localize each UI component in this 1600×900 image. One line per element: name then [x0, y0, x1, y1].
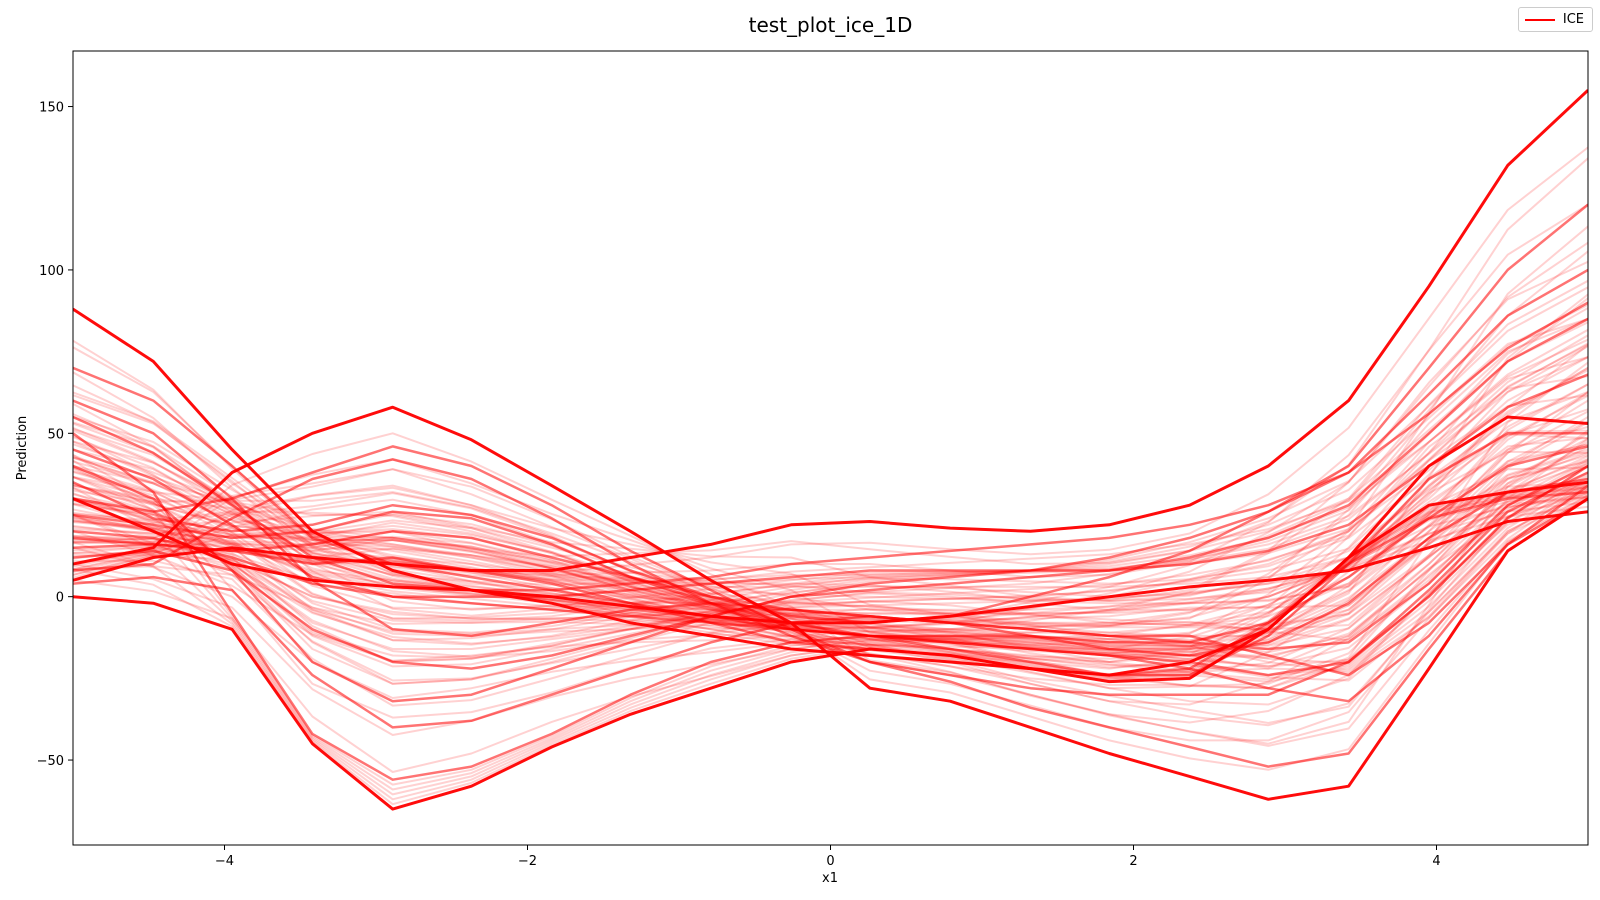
legend: ICE: [1517, 7, 1593, 32]
x-tick-label: 2: [1129, 854, 1137, 869]
ice-line: [73, 89, 1588, 582]
ice-line: [73, 432, 1588, 781]
ice-line: [73, 405, 1588, 801]
ice-line: [73, 458, 1588, 696]
ice-line: [73, 343, 1588, 662]
ice-line: [73, 464, 1588, 651]
ice-line: [73, 321, 1588, 634]
ice-line: [73, 361, 1588, 690]
y-tick-label: 150: [39, 101, 64, 116]
ice-line: [73, 307, 1588, 645]
ice-line: [73, 491, 1588, 727]
ice-line: [73, 440, 1588, 654]
ice-line: [73, 303, 1588, 646]
ice-line: [73, 476, 1588, 683]
ice-line: [73, 410, 1588, 605]
ice-line: [73, 497, 1588, 625]
ice-line: [73, 497, 1588, 703]
x-tick-label: 0: [826, 854, 834, 869]
ice-line: [73, 356, 1588, 646]
chart-title: test_plot_ice_1D: [748, 13, 913, 37]
y-axis-ticks: −50 0 50 100 150: [37, 101, 73, 769]
ice-line: [73, 383, 1588, 588]
ice-line: [73, 356, 1588, 585]
y-tick-label: 100: [39, 264, 64, 279]
ice-line: [73, 443, 1588, 685]
x-tick-label: 4: [1432, 854, 1440, 869]
y-tick-label: 0: [56, 591, 64, 606]
x-axis-label: x1: [822, 871, 838, 886]
ice-line: [73, 445, 1588, 768]
ice-lines: [73, 89, 1588, 811]
ice-line: [73, 391, 1588, 622]
ice-line: [73, 286, 1588, 658]
y-tick-label: 50: [47, 427, 64, 442]
y-axis-label: Prediction: [15, 416, 30, 481]
ice-line: [73, 338, 1588, 622]
ice-line: [73, 367, 1588, 668]
ice-line: [73, 390, 1588, 620]
legend-ice-swatch: [1524, 18, 1555, 21]
ice-line: [73, 456, 1588, 672]
ice-line: [73, 345, 1588, 620]
ice-line: [73, 297, 1588, 622]
ice-line: [73, 317, 1588, 703]
x-axis-ticks: −4 −2 0 2 4: [215, 845, 1441, 869]
ice-line: [73, 437, 1588, 626]
legend-ice-label: ICE: [1562, 12, 1584, 27]
ice-line: [73, 342, 1588, 685]
ice-line: [73, 478, 1588, 677]
y-tick-label: −50: [37, 754, 64, 769]
ice-line: [73, 492, 1588, 747]
ice-line: [73, 399, 1588, 637]
x-tick-label: −2: [518, 854, 537, 869]
ice-line: [73, 450, 1588, 650]
ice-line: [73, 440, 1588, 657]
ice-line: [73, 301, 1588, 592]
x-tick-label: −4: [215, 854, 234, 869]
ice-line: [73, 225, 1588, 602]
ice-line: [73, 394, 1588, 634]
ice-line: [73, 394, 1588, 660]
ice-line: [73, 477, 1588, 729]
